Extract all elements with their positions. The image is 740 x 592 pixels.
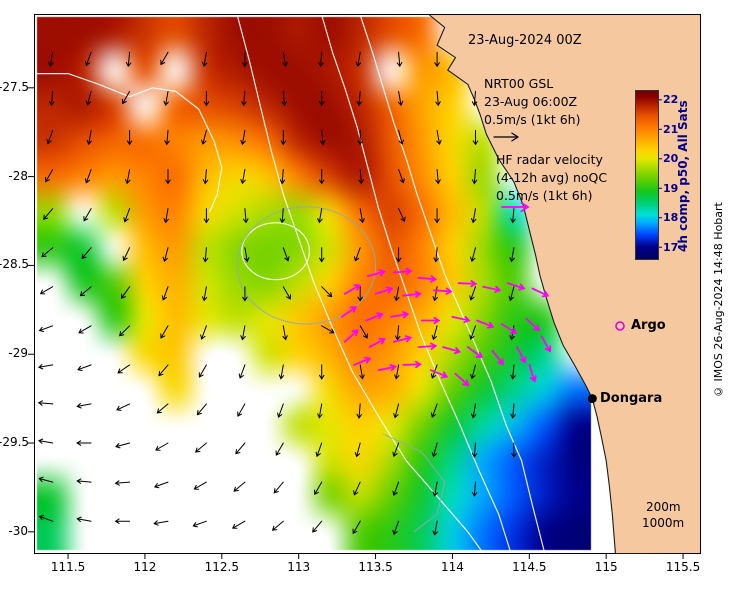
- y-tick-label: -28: [8, 168, 28, 183]
- x-tick-label: 114.5: [512, 560, 547, 574]
- copyright-label: © IMOS 26-Aug-2024 14:48 Hobart: [712, 202, 725, 398]
- colorbar-tick-label: 20: [663, 152, 679, 166]
- hf-legend-avg: (4-12h avg) noQC: [496, 170, 608, 185]
- y-tick-label: -28.5: [0, 257, 30, 272]
- argo-label: Argo: [631, 318, 666, 333]
- sst-heatmap-canvas: [35, 15, 700, 553]
- x-tick-label: 112: [133, 560, 157, 574]
- colorbar-tick-label: 19: [663, 181, 679, 195]
- timestamp-label: 23-Aug-2024 00Z: [468, 33, 582, 48]
- x-tick-label: 114: [440, 560, 464, 574]
- colorbar-tick-label: 22: [663, 93, 679, 107]
- colorbar-tick-label: 21: [663, 122, 679, 136]
- map-plot-area: [34, 14, 701, 554]
- x-tick-label: 113.5: [358, 560, 393, 574]
- dongara-label: Dongara: [600, 391, 663, 406]
- y-tick-label: -29.5: [0, 435, 30, 450]
- x-tick-label: 112.5: [204, 560, 239, 574]
- y-tick-label: -27.5: [0, 79, 30, 94]
- hf-legend-title: HF radar velocity: [496, 152, 603, 167]
- depth-label-1000m: 1000m: [642, 516, 685, 530]
- nrt-legend-scale: 0.5m/s (1kt 6h): [484, 112, 581, 127]
- x-tick-label: 115: [594, 560, 618, 574]
- colorbar-tick-label: 18: [663, 211, 679, 225]
- y-tick-label: -29: [8, 346, 28, 361]
- nrt-legend-time: 23-Aug 06:00Z: [484, 94, 578, 109]
- hf-legend-scale: 0.5m/s (1kt 6h): [496, 188, 593, 203]
- colorbar-tick-label: 17: [663, 240, 679, 254]
- depth-label-200m: 200m: [646, 500, 681, 514]
- x-tick-label: 111.5: [50, 560, 86, 574]
- y-tick-label: -30: [8, 523, 28, 538]
- colorbar: [635, 90, 659, 260]
- x-tick-label: 113: [287, 560, 311, 574]
- x-tick-label: 115.5: [665, 560, 701, 574]
- nrt-legend-title: NRT00 GSL: [484, 76, 554, 91]
